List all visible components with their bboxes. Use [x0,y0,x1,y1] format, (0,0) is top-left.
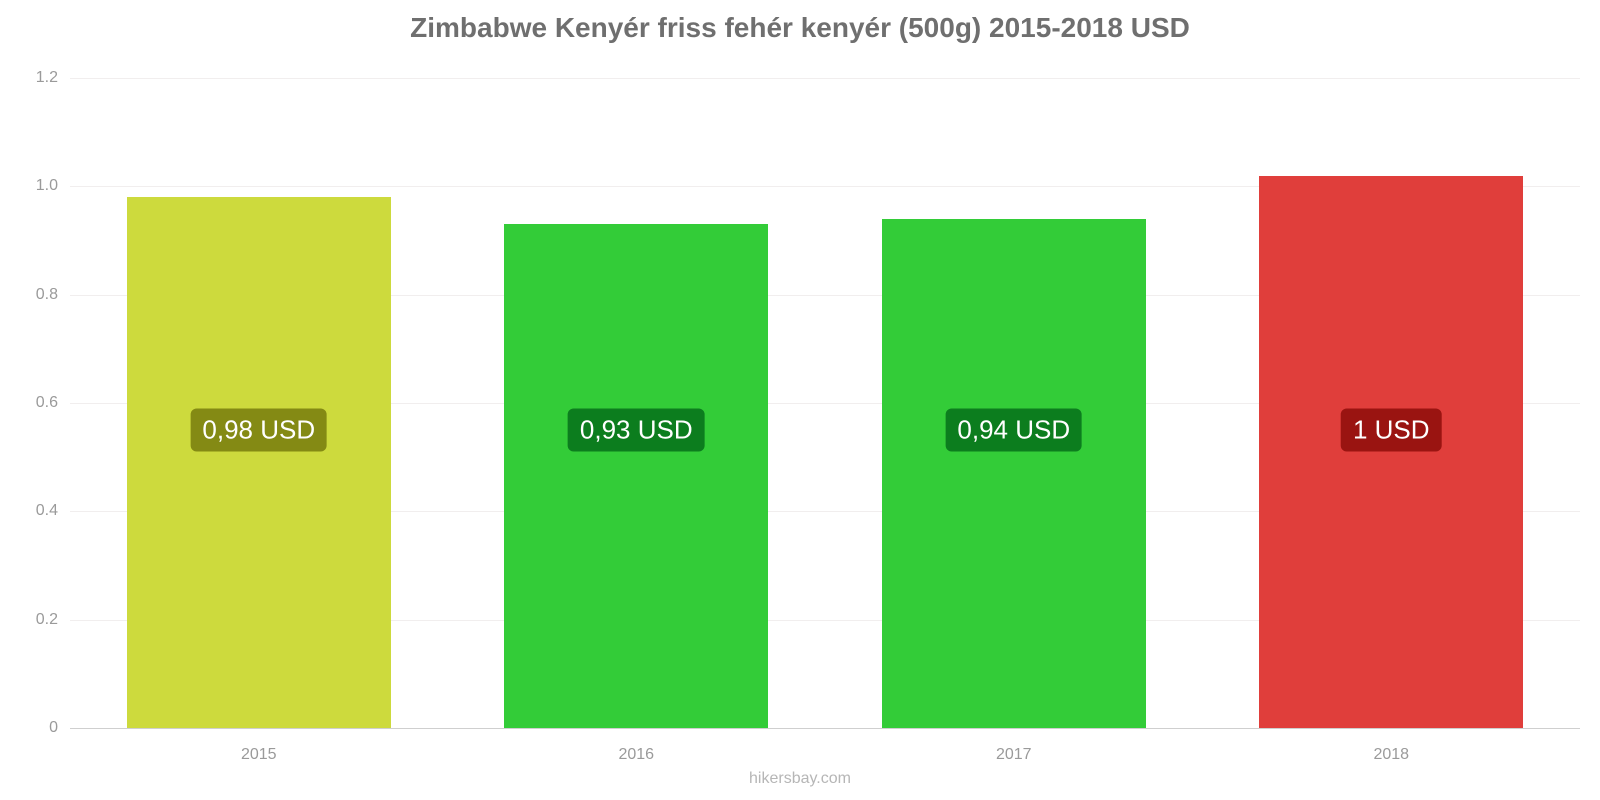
bar [1259,176,1523,729]
grid-line [70,78,1580,79]
y-tick-label: 1.2 [8,69,58,87]
attribution-text: hikersbay.com [749,770,851,788]
bar [504,224,768,728]
y-tick-label: 0.2 [8,611,58,629]
x-tick-label: 2015 [241,746,277,764]
y-tick-label: 0.6 [8,394,58,412]
plot-area: 00.20.40.60.81.01.20,98 USD20150,93 USD2… [70,78,1580,728]
chart-container: Zimbabwe Kenyér friss fehér kenyér (500g… [0,0,1600,800]
x-tick-label: 2018 [1373,746,1409,764]
bar-value-label: 0,98 USD [190,409,327,452]
bar-value-label: 1 USD [1341,409,1442,452]
bar-value-label: 0,93 USD [568,409,705,452]
x-tick-label: 2016 [618,746,654,764]
x-tick-label: 2017 [996,746,1032,764]
chart-title: Zimbabwe Kenyér friss fehér kenyér (500g… [0,0,1600,44]
y-tick-label: 0 [8,719,58,737]
y-tick-label: 0.8 [8,286,58,304]
bar [127,197,391,728]
y-tick-label: 1.0 [8,177,58,195]
bar [882,219,1146,728]
bar-value-label: 0,94 USD [945,409,1082,452]
y-tick-label: 0.4 [8,502,58,520]
grid-line [70,728,1580,729]
